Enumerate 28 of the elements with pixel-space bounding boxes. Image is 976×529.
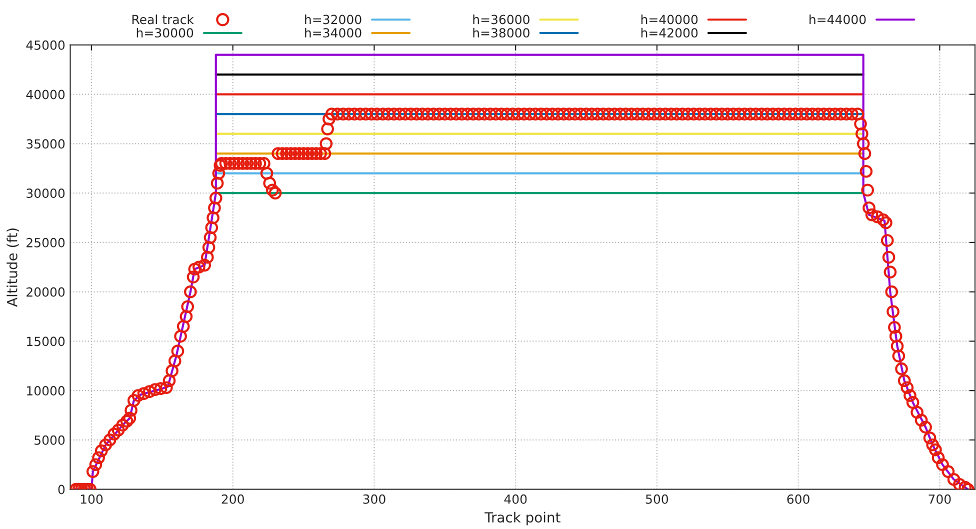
x-tick-label: 300 xyxy=(363,494,386,504)
legend-label: h=32000 xyxy=(305,14,362,24)
legend-label: h=42000 xyxy=(641,28,698,38)
x-tick-label: 200 xyxy=(222,494,244,504)
y-tick-label: 20000 xyxy=(26,287,65,297)
x-tick-label: 400 xyxy=(504,494,527,504)
legend-label: h=30000 xyxy=(136,28,194,38)
y-tick-label: 45000 xyxy=(26,40,65,50)
legend-label: h=34000 xyxy=(305,28,362,38)
y-tick-label: 15000 xyxy=(27,336,65,346)
x-tick-label: 100 xyxy=(80,494,103,504)
y-tick-label: 40000 xyxy=(26,90,65,100)
x-axis-title: Track point xyxy=(484,512,560,526)
y-tick-label: 10000 xyxy=(27,386,65,396)
legend-label: h=40000 xyxy=(641,14,698,24)
x-tick-label: 500 xyxy=(646,494,668,504)
y-tick-label: 0 xyxy=(58,484,65,494)
y-tick-label: 35000 xyxy=(26,139,65,149)
y-tick-label: 30000 xyxy=(26,188,65,198)
legend-label: Real track xyxy=(132,14,194,24)
legend-label: h=38000 xyxy=(473,28,530,38)
legend-label: h=36000 xyxy=(473,14,530,24)
x-tick-label: 600 xyxy=(787,494,810,504)
y-tick-label: 25000 xyxy=(26,238,65,248)
y-axis-title: Altitude (ft) xyxy=(6,228,20,307)
legend-label: h=44000 xyxy=(810,14,866,24)
x-tick-label: 700 xyxy=(928,494,951,504)
y-tick-label: 5000 xyxy=(34,435,65,445)
